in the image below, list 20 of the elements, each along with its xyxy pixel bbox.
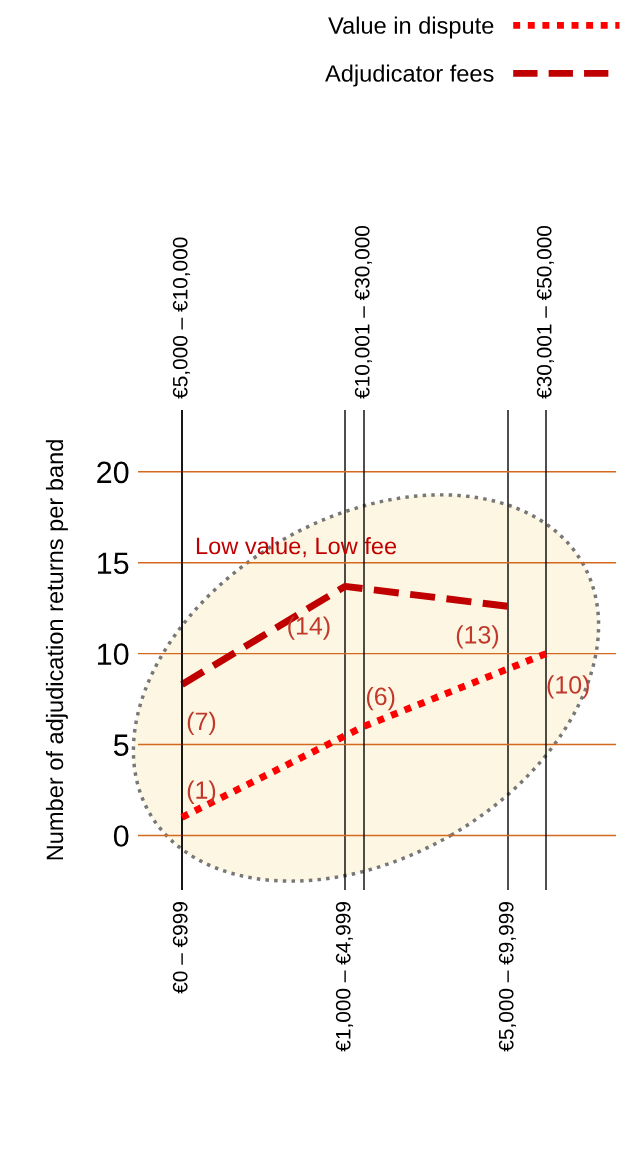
annotation: (1) (187, 780, 216, 804)
y-tick-label: 20 (97, 461, 129, 484)
legend-label: Adjudicator fees (325, 64, 494, 87)
legend-label: Value in dispute (328, 16, 494, 39)
y-axis-title: Number of adjudication returns per band (45, 440, 68, 860)
x-tick-label: €0 – €999 (172, 902, 188, 994)
y-tick-label: 5 (113, 734, 129, 756)
x-tick-label: €10,001 – €30,000 (354, 225, 373, 399)
y-tick-label: 15 (98, 552, 129, 575)
annotation: (14) (288, 616, 330, 640)
annotation: (13) (456, 625, 499, 649)
annotation: (10) (547, 675, 589, 699)
y-tick-label: 0 (113, 825, 129, 847)
x-tick-label: €1,000 – €4,999 (335, 902, 354, 1052)
y-tick-label: 10 (98, 643, 129, 666)
x-tick-label: €5,000 – €10,000 (172, 237, 191, 399)
annotation: (6) (366, 686, 395, 711)
x-tick-label: €5,000 – €9,999 (498, 902, 517, 1052)
annotation: (7) (187, 711, 216, 736)
x-tick-label: €30,001 – €50,000 (536, 225, 555, 399)
